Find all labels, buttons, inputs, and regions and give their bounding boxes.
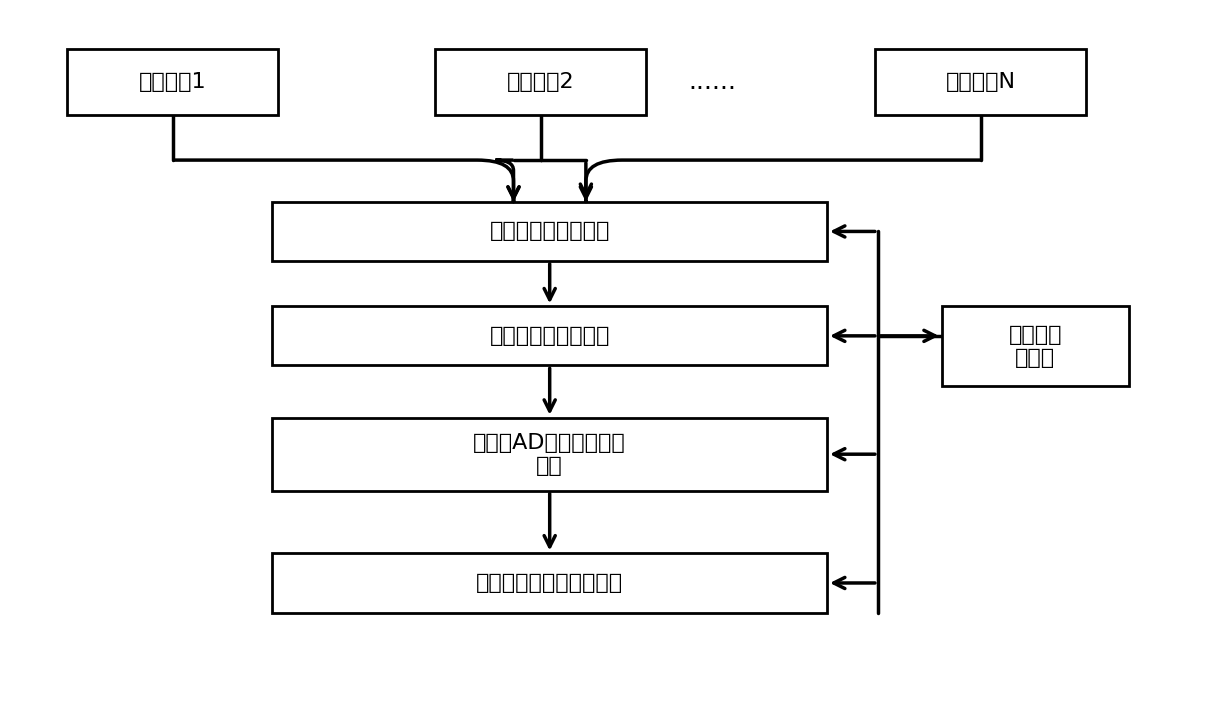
Text: 阵列天线2: 阵列天线2 <box>506 72 575 92</box>
FancyBboxPatch shape <box>942 306 1128 386</box>
FancyBboxPatch shape <box>67 49 278 115</box>
Text: 多通道AD采集与预处理
分机: 多通道AD采集与预处理 分机 <box>473 432 626 476</box>
Text: 显示与控
制分机: 显示与控 制分机 <box>1009 324 1061 368</box>
FancyBboxPatch shape <box>272 202 827 261</box>
FancyBboxPatch shape <box>272 417 827 491</box>
Text: 多通道超外差接收机: 多通道超外差接收机 <box>489 326 610 346</box>
Text: 高速并行数字信号处理机: 高速并行数字信号处理机 <box>476 573 623 593</box>
Text: 阵列天线1: 阵列天线1 <box>139 72 206 92</box>
FancyBboxPatch shape <box>272 553 827 613</box>
FancyBboxPatch shape <box>875 49 1087 115</box>
Text: 阵列天线N: 阵列天线N <box>946 72 1016 92</box>
Text: 多通道射频切换装置: 多通道射频切换装置 <box>489 222 610 241</box>
FancyBboxPatch shape <box>272 306 827 366</box>
FancyBboxPatch shape <box>436 49 647 115</box>
Text: ......: ...... <box>688 70 737 94</box>
